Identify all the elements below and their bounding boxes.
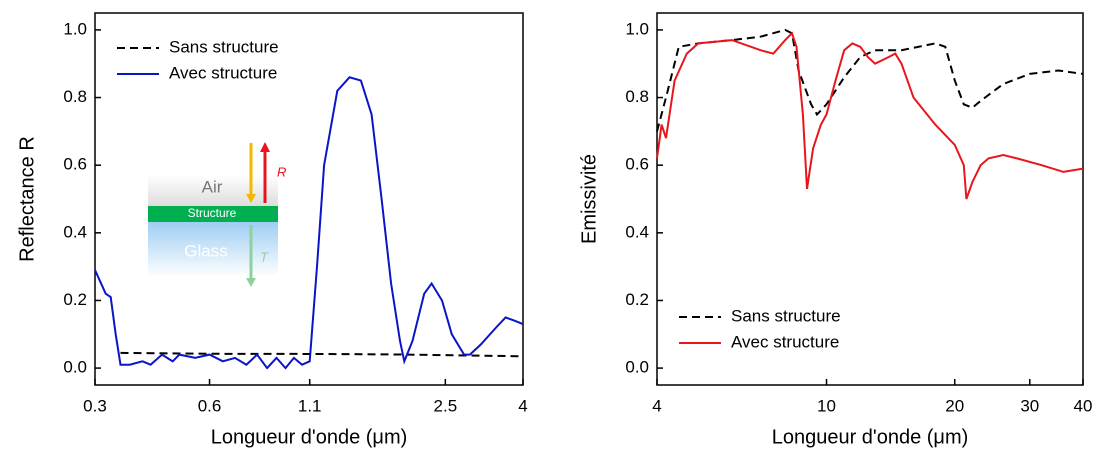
y-tick-label: 0.8 — [625, 87, 649, 106]
inset-label: Structure — [188, 206, 237, 220]
inset-label: Air — [202, 177, 223, 196]
x-tick-label: 1.1 — [298, 396, 322, 415]
y-tick-label: 0.8 — [63, 87, 87, 106]
plot-frame — [656, 12, 1084, 386]
y-tick-label: 0.4 — [625, 222, 649, 241]
x-axis-label: Longueur d'onde (μm) — [211, 426, 408, 448]
y-tick-label: 1.0 — [63, 19, 87, 38]
x-tick-label: 4 — [652, 396, 661, 415]
y-tick-label: 0.6 — [63, 155, 87, 174]
series-line — [656, 28, 1084, 132]
x-tick-label: 2.5 — [434, 396, 458, 415]
inset-label: Glass — [184, 241, 227, 260]
y-tick-label: 0.0 — [63, 358, 87, 377]
arrow-head — [246, 194, 256, 203]
y-tick-label: 0.0 — [625, 358, 649, 377]
arrow-head — [260, 142, 270, 152]
y-tick-label: 1.0 — [625, 19, 649, 38]
legend-label: Sans structure — [169, 37, 279, 56]
x-tick-label: 0.3 — [83, 396, 107, 415]
y-axis-label: Reflectance R — [16, 136, 38, 262]
y-tick-label: 0.4 — [63, 222, 87, 241]
x-tick-label: 0.6 — [198, 396, 222, 415]
y-axis-label: Emissivité — [578, 154, 600, 244]
series-line — [656, 31, 1084, 200]
air-layer — [148, 175, 278, 206]
inset-label: T — [260, 249, 269, 264]
legend-label: Avec structure — [169, 63, 277, 82]
x-axis-label: Longueur d'onde (μm) — [772, 426, 969, 448]
y-tick-label: 0.6 — [625, 155, 649, 174]
x-tick-label: 30 — [1020, 396, 1039, 415]
x-tick-label: 4 — [518, 396, 527, 415]
inset: Air Structure Glass R T — [148, 142, 286, 287]
y-tick-label: 0.2 — [625, 290, 649, 309]
series-line — [94, 76, 524, 370]
glass-layer — [148, 222, 278, 277]
legend-label: Sans structure — [731, 306, 841, 325]
inset-label: R — [277, 164, 286, 179]
x-tick-label: 10 — [817, 396, 836, 415]
y-tick-label: 0.2 — [63, 290, 87, 309]
structure-layer — [148, 206, 278, 222]
x-tick-label: 40 — [1074, 396, 1093, 415]
legend-label: Avec structure — [731, 332, 839, 351]
x-tick-label: 20 — [945, 396, 964, 415]
arrow-head — [246, 278, 256, 287]
